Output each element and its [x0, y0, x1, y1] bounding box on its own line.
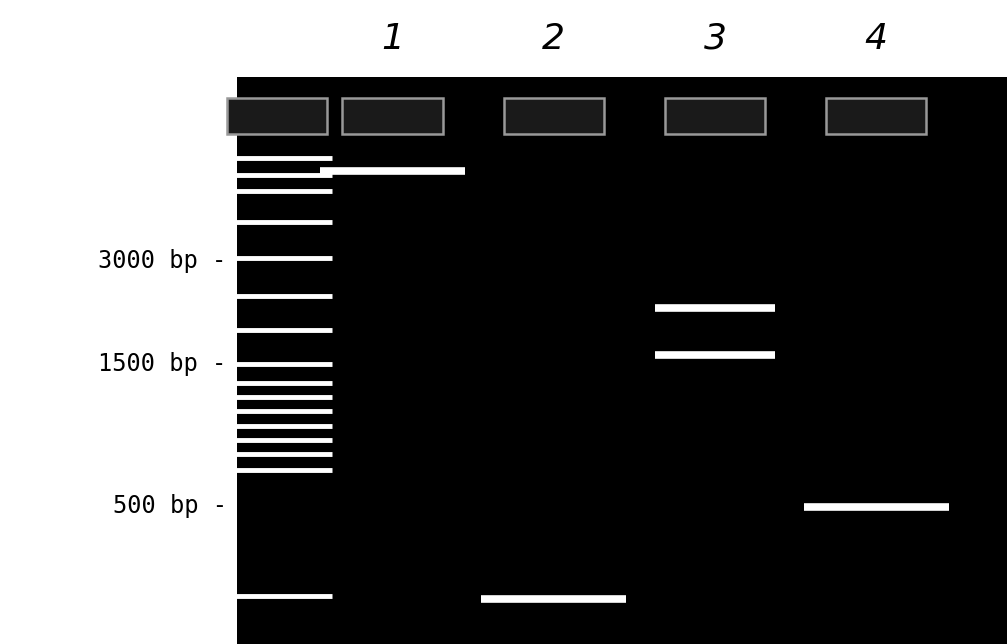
Text: 3: 3 [704, 22, 726, 55]
Bar [826, 98, 926, 134]
Text: 2: 2 [543, 22, 565, 55]
Text: 1500 bp -: 1500 bp - [99, 352, 227, 376]
Text: 3000 bp -: 3000 bp - [99, 249, 227, 273]
Text: 4: 4 [865, 22, 887, 55]
Text: 500 bp -: 500 bp - [113, 493, 227, 518]
Bar [237, 77, 1007, 644]
Bar [504, 98, 604, 134]
Bar [227, 98, 327, 134]
Bar [342, 98, 443, 134]
Bar [665, 98, 765, 134]
Text: 1: 1 [382, 22, 404, 55]
